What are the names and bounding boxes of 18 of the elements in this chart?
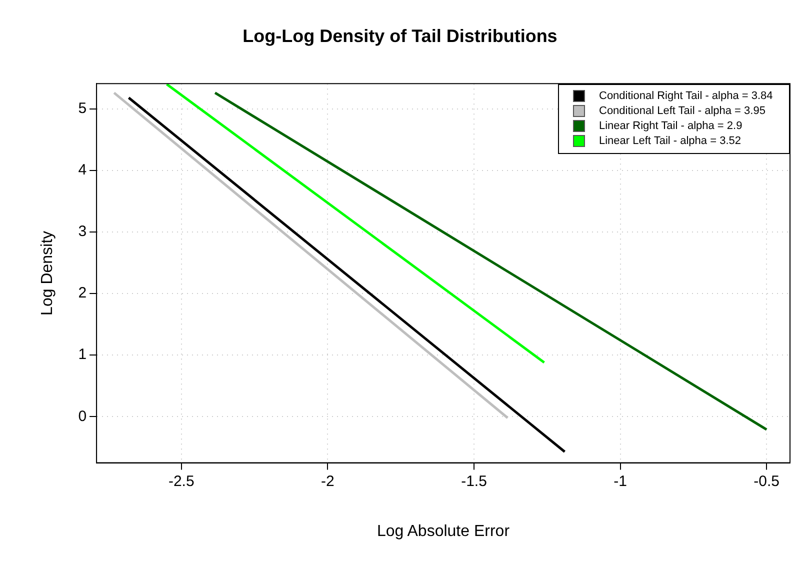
y-tick-label: 1: [78, 346, 87, 364]
chart-title: Log-Log Density of Tail Distributions: [242, 26, 558, 46]
y-axis-title: Log Density: [39, 230, 56, 316]
y-tick-label: 0: [78, 408, 87, 425]
y-tick-label: 3: [78, 223, 87, 240]
y-tick-label: 4: [78, 162, 87, 179]
x-tick-label: -1.5: [461, 472, 487, 490]
y-tick-label: 5: [78, 100, 87, 117]
x-axis-title: Log Absolute Error: [377, 522, 510, 540]
legend-label: Linear Right Tail - alpha = 2.9: [599, 118, 742, 134]
x-tick-label: -2.5: [168, 472, 194, 490]
x-tick-label: -0.5: [754, 472, 780, 490]
legend-label: Linear Left Tail - alpha = 3.52: [599, 134, 741, 149]
x-tick-label: -2: [321, 472, 334, 490]
x-tick-label: -1: [614, 472, 627, 490]
y-tick-label: 2: [78, 284, 87, 302]
legend-label: Conditional Right Tail - alpha = 3.84: [599, 88, 773, 104]
legend-label: Conditional Left Tail - alpha = 3.95: [599, 104, 766, 119]
